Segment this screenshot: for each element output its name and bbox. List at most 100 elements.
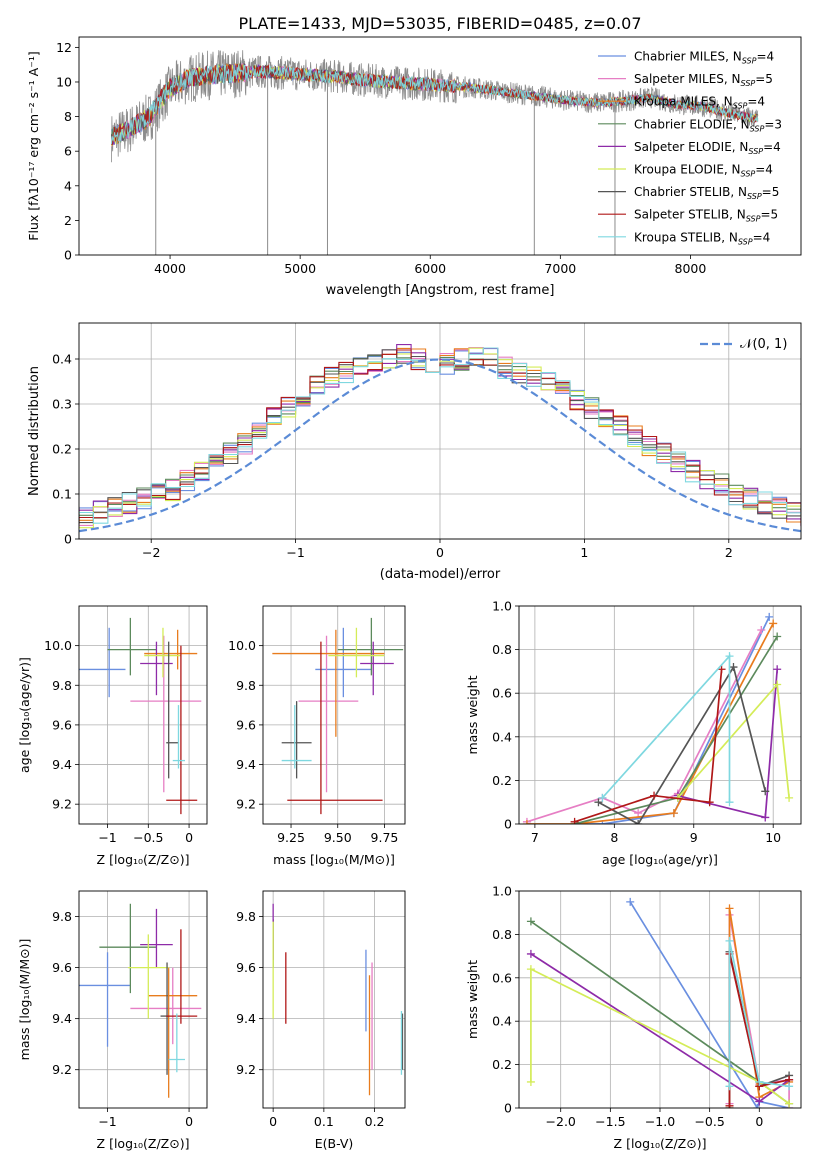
residuals-xlabel: (data-model)/error	[380, 567, 501, 582]
age_weight-line-kroupa_miles	[526, 623, 774, 824]
legend-subscript: SSP	[747, 192, 762, 201]
spectrum-xtick-label: 8000	[675, 261, 707, 276]
z_weight-marker-kroupa_elodie	[785, 1099, 794, 1108]
residuals-hist-chabrier_miles	[79, 348, 801, 529]
z_weight-marker-kroupa_miles	[725, 904, 734, 913]
age_weight-ytick-label: 1.0	[492, 599, 512, 614]
residuals-ytick-label: 0.4	[52, 352, 72, 367]
age_weight-ytick-label: 0.8	[492, 642, 512, 657]
z_weight-xtick-label: −0.5	[694, 1114, 724, 1129]
legend-value: =5	[755, 72, 773, 86]
legend-label-chabrier_stelib: Chabrier STELIB, NSSP=5	[634, 185, 779, 201]
residuals-xtick-label: −2	[142, 545, 160, 560]
legend-value: =3	[764, 117, 782, 131]
age_weight-marker-kroupa_elodie	[773, 680, 782, 689]
legend-value: =5	[760, 208, 778, 222]
z_age-xtick-label: 0	[185, 830, 193, 845]
mass_age-ytick-label: 10.0	[228, 638, 256, 653]
legend-subscript: SSP	[733, 102, 748, 111]
residuals-ytick-label: 0.3	[52, 397, 72, 412]
z_mass-points	[79, 903, 202, 1098]
spectrum-ytick-label: 12	[56, 40, 72, 55]
residuals-xtick-label: 2	[725, 545, 733, 560]
residuals-hist-kroupa_stelib	[79, 347, 801, 524]
age_weight-marker-salpeter_stelib	[705, 798, 714, 807]
age_weight-ytick-label: 0.4	[492, 729, 512, 744]
spectrum-lines	[111, 50, 759, 255]
age_weight-marker-kroupa_stelib	[725, 798, 734, 807]
z_weight-marker-chabrier_elodie	[526, 917, 535, 926]
age_weight-xtick-label: 10	[765, 830, 781, 845]
residuals-ylabel: Normed distribution	[27, 366, 42, 496]
z_weight-ytick-label: 0.8	[492, 927, 512, 942]
z_mass-ytick-label: 9.2	[52, 1062, 72, 1077]
z_age-ytick-label: 10.0	[44, 638, 72, 653]
z_age-ytick-label: 9.4	[52, 757, 72, 772]
z_weight-marker-kroupa_elodie	[526, 965, 535, 974]
age_weight-marker-chabrier_miles	[765, 612, 774, 621]
age_weight-xlabel: age [log₁₀(age/yr)]	[602, 852, 718, 867]
z_weight-xlabel: Z [log₁₀(Z/Z⊙)]	[614, 1136, 707, 1151]
mass_age-frame	[262, 605, 406, 825]
age_weight-marker-kroupa_stelib	[725, 652, 734, 661]
z_age-ylabel: age [log₁₀(age/yr)]	[17, 657, 32, 773]
spectrum-axes	[75, 46, 691, 259]
z_weight-xtick-label: −1.0	[645, 1114, 675, 1129]
mass_age-xlabel: mass [log₁₀(M/M⊙)]	[273, 852, 395, 867]
spectrum-model-chabrier_stelib	[111, 61, 759, 146]
legend-label-kroupa_miles: Kroupa MILES, NSSP=4	[634, 95, 765, 111]
age_weight-ytick-label: 0	[504, 817, 512, 832]
residuals-ytick-label: 0.2	[52, 442, 72, 457]
z_age-ytick-label: 9.8	[52, 678, 72, 693]
z_weight-frame	[518, 890, 802, 1109]
age_weight-ylabel: mass weight	[465, 675, 480, 754]
z_age-ytick-label: 9.6	[52, 717, 72, 732]
residuals-axes	[75, 323, 801, 543]
z_weight-marker-salpeter_elodie	[526, 949, 535, 958]
mass_age-xtick-label: 9.75	[371, 830, 399, 845]
residuals-xtick-label: 1	[580, 545, 588, 560]
z_weight-xtick-label: −2.0	[546, 1114, 576, 1129]
z_weight-ytick-label: 0.6	[492, 970, 512, 985]
legend-label-salpeter_miles: Salpeter MILES, NSSP=5	[634, 72, 773, 88]
age_weight-marker-salpeter_elodie	[761, 813, 770, 822]
age_weight-line-chabrier_stelib	[597, 664, 767, 824]
legend-value: =4	[747, 95, 765, 109]
spectrum-ylabel: Flux [fλ10⁻¹⁷ erg cm⁻² s⁻¹ A⁻¹]	[26, 51, 41, 240]
z_weight-line-chabrier_miles	[629, 901, 790, 1108]
z_mass-ylabel: mass [log₁₀(M/M⊙)]	[17, 939, 32, 1061]
legend-subscript: SSP	[738, 237, 753, 246]
age_weight-line-chabrier_miles	[574, 616, 770, 824]
age_weight-lines	[522, 612, 794, 824]
z_weight-marker-kroupa_stelib	[725, 936, 734, 945]
z_weight-ytick-label: 0.2	[492, 1057, 512, 1072]
legend-subscript: SSP	[742, 57, 757, 66]
age_weight-marker-kroupa_stelib	[598, 793, 607, 802]
spectrum-ytick-label: 2	[64, 213, 72, 228]
ebv_mass-xtick-label: 0.1	[314, 1114, 334, 1129]
z_weight-marker-chabrier_miles	[626, 897, 635, 906]
z_weight-marker-kroupa_stelib	[785, 1082, 794, 1091]
z_weight-marker-chabrier_miles	[753, 1104, 762, 1108]
legend-label-salpeter_elodie: Salpeter ELODIE, NSSP=4	[634, 140, 781, 156]
ebv_mass-points	[272, 903, 404, 1096]
z_mass-xtick-label: −1	[98, 1114, 116, 1129]
spectrum-xlabel: wavelength [Angstrom, rest frame]	[326, 283, 555, 298]
legend-subscript: SSP	[741, 79, 756, 88]
z_weight-ytick-label: 0.4	[492, 1014, 512, 1029]
z_mass-ytick-label: 9.4	[52, 1011, 72, 1026]
z_mass-ytick-label: 9.8	[52, 909, 72, 924]
residuals-normal-curve	[79, 358, 801, 533]
age_weight-marker-salpeter_stelib	[570, 817, 579, 824]
z_weight-lines	[526, 897, 794, 1108]
mass_age-ytick-label: 9.2	[236, 797, 256, 812]
mass_age-ytick-label: 9.8	[236, 678, 256, 693]
spectrum-xtick-label: 4000	[154, 261, 186, 276]
age_weight-ytick-label: 0.2	[492, 773, 512, 788]
z_weight-marker-salpeter_elodie	[755, 1097, 764, 1106]
z_weight-line-kroupa_stelib	[728, 940, 790, 1088]
age_weight-ytick-label: 0.6	[492, 686, 512, 701]
figure-title: PLATE=1433, MJD=53035, FIBERID=0485, z=0…	[238, 14, 641, 33]
mass_age-xtick-label: 9.50	[324, 830, 352, 845]
residuals-steps	[79, 344, 801, 533]
